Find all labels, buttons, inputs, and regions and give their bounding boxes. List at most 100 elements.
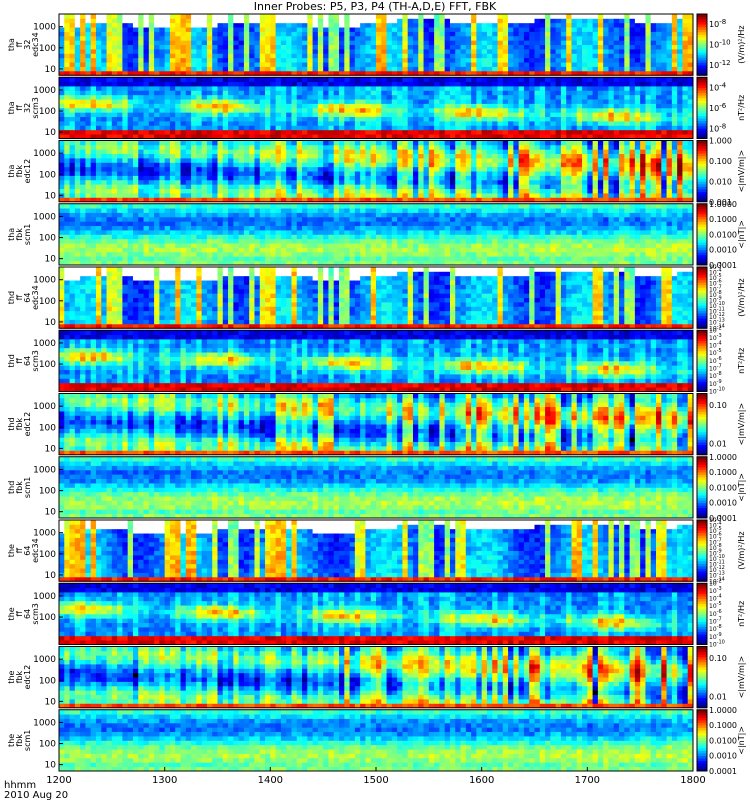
heatmap-cell: [412, 18, 419, 24]
heatmap-cell: [619, 129, 625, 135]
heatmap-cell: [344, 31, 350, 37]
heatmap-cell: [624, 166, 630, 172]
heatmap-cell: [80, 27, 86, 32]
heatmap-cell: [212, 153, 218, 159]
heatmap-cell: [275, 49, 282, 54]
heatmap-cell: [101, 125, 107, 131]
colorbar-segment: [697, 26, 707, 30]
heatmap-cell: [201, 49, 208, 54]
heatmap-cell: [243, 188, 250, 194]
heatmap-cell: [74, 188, 81, 194]
heatmap-cell: [344, 188, 350, 194]
heatmap-cell: [492, 121, 498, 126]
heatmap-cell: [307, 103, 313, 109]
heatmap-cell: [486, 27, 493, 32]
heatmap-cell: [175, 35, 181, 41]
heatmap-cell: [69, 197, 76, 203]
heatmap-cell: [85, 27, 92, 32]
heatmap-cell: [502, 103, 509, 109]
heatmap-cell: [502, 107, 509, 113]
heatmap-cell: [132, 81, 139, 87]
heatmap-cell: [59, 162, 65, 168]
heatmap-cell: [545, 197, 551, 203]
heatmap-cell: [222, 125, 229, 131]
heatmap-cell: [418, 162, 424, 168]
heatmap-cell: [539, 125, 546, 131]
heatmap-cell: [270, 18, 277, 24]
heatmap-cell: [391, 166, 398, 172]
heatmap-cell: [560, 112, 567, 118]
heatmap-cell: [191, 179, 197, 185]
heatmap-cell: [423, 140, 430, 146]
heatmap-cell: [175, 49, 181, 54]
heatmap-cell: [249, 197, 255, 203]
heatmap-cell: [656, 86, 662, 91]
heatmap-cell: [455, 179, 461, 185]
heatmap-cell: [106, 44, 113, 50]
heatmap-cell: [59, 99, 65, 104]
heatmap-cell: [217, 134, 224, 139]
heatmap-cell: [180, 129, 187, 135]
heatmap-cell: [80, 49, 86, 54]
heatmap-cell: [243, 125, 250, 131]
heatmap-cell: [201, 193, 208, 198]
heatmap-cell: [143, 193, 150, 198]
heatmap-cell: [228, 140, 234, 146]
heatmap-cell: [608, 149, 615, 155]
heatmap-cell: [523, 49, 530, 54]
heatmap-cell: [624, 171, 630, 176]
heatmap-cell: [132, 149, 139, 155]
heatmap-cell: [349, 149, 356, 155]
heatmap-cell: [101, 103, 107, 109]
heatmap-cell: [624, 62, 630, 67]
heatmap-cell: [291, 175, 298, 181]
heatmap-cell: [434, 22, 440, 28]
heatmap-cell: [566, 129, 572, 135]
colorbar-segment: [697, 107, 707, 111]
heatmap-cell: [80, 62, 86, 67]
heatmap-cell: [291, 40, 298, 46]
heatmap-cell: [180, 81, 187, 87]
heatmap-cell: [265, 99, 271, 104]
heatmap-cell: [201, 53, 208, 59]
heatmap-cell: [677, 90, 683, 96]
heatmap-cell: [407, 116, 414, 122]
heatmap-cell: [508, 31, 514, 37]
heatmap-cell: [339, 171, 345, 176]
heatmap-cell: [449, 153, 456, 159]
heatmap-cell: [476, 107, 483, 113]
heatmap-cell: [497, 103, 504, 109]
heatmap-cell: [312, 86, 319, 91]
heatmap-cell: [407, 31, 414, 37]
heatmap-cell: [354, 175, 361, 181]
heatmap-cell: [80, 171, 86, 176]
heatmap-cell: [492, 31, 498, 37]
heatmap-cell: [386, 112, 393, 118]
heatmap-cell: [360, 171, 366, 176]
heatmap-cell: [243, 134, 250, 139]
heatmap-cell: [317, 149, 324, 155]
heatmap-cell: [74, 66, 81, 72]
heatmap-cell: [597, 116, 604, 122]
heatmap-cell: [270, 81, 277, 87]
heatmap-cell: [455, 153, 461, 159]
heatmap-cell: [69, 103, 76, 109]
heatmap-cell: [465, 18, 472, 24]
heatmap-cell: [666, 77, 673, 83]
heatmap-cell: [90, 90, 97, 96]
heatmap-cell: [191, 35, 197, 41]
heatmap-cell: [492, 140, 498, 146]
heatmap-cell: [656, 121, 662, 126]
heatmap-cell: [159, 121, 166, 126]
heatmap-cell: [455, 62, 461, 67]
heatmap-cell: [154, 40, 160, 46]
heatmap-cell: [370, 22, 377, 28]
heatmap-cell: [291, 125, 298, 131]
heatmap-cell: [523, 162, 530, 168]
heatmap-cell: [323, 94, 329, 100]
heatmap-cell: [455, 53, 461, 59]
heatmap-cell: [656, 66, 662, 72]
heatmap-cell: [106, 153, 113, 159]
heatmap-cell: [529, 116, 535, 122]
heatmap-cell: [624, 66, 630, 72]
